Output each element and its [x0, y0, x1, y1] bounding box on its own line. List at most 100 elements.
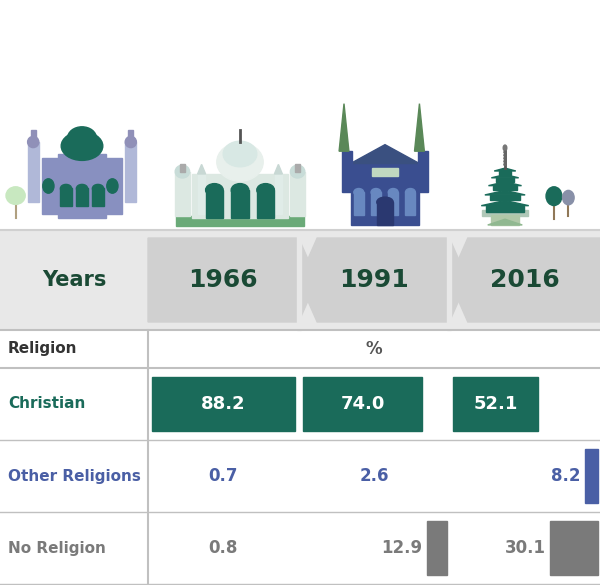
Bar [290, 171, 305, 216]
Text: 88.2: 88.2 [201, 395, 245, 413]
Ellipse shape [290, 165, 305, 178]
Bar [175, 171, 190, 216]
Bar [496, 178, 514, 182]
Bar [491, 215, 520, 225]
Bar [427, 521, 448, 575]
Ellipse shape [563, 190, 574, 205]
Text: 0.8: 0.8 [209, 539, 238, 557]
Ellipse shape [504, 160, 506, 163]
Bar [192, 174, 288, 218]
Text: 52.1: 52.1 [473, 395, 518, 413]
Bar [257, 190, 274, 218]
Polygon shape [274, 164, 283, 174]
Bar [0, 440, 600, 512]
Ellipse shape [217, 143, 263, 181]
Bar [0, 0, 600, 230]
Bar [128, 130, 133, 142]
Bar [275, 174, 281, 214]
Polygon shape [491, 174, 518, 178]
Bar [371, 192, 381, 215]
Bar [98, 158, 122, 214]
Bar [302, 377, 422, 431]
Ellipse shape [76, 184, 88, 192]
Bar [28, 142, 39, 202]
Text: 30.1: 30.1 [505, 539, 546, 557]
Bar [152, 377, 295, 431]
Bar [76, 188, 88, 206]
Text: %: % [365, 340, 382, 358]
Ellipse shape [61, 132, 103, 160]
Polygon shape [449, 238, 600, 322]
Text: Years: Years [42, 270, 106, 290]
Ellipse shape [504, 163, 506, 166]
Bar [0, 512, 600, 584]
Polygon shape [488, 182, 521, 185]
Bar [176, 216, 304, 226]
Ellipse shape [388, 188, 398, 196]
Bar [499, 171, 511, 174]
Bar [92, 188, 104, 206]
Polygon shape [299, 238, 468, 322]
Bar [372, 167, 398, 176]
Bar [354, 192, 364, 215]
Ellipse shape [504, 157, 506, 160]
Ellipse shape [107, 179, 118, 193]
Bar [486, 206, 524, 212]
Bar [482, 210, 528, 216]
Bar [206, 190, 223, 218]
Text: 2.6: 2.6 [359, 467, 389, 485]
Polygon shape [350, 144, 419, 163]
Ellipse shape [503, 145, 507, 151]
Text: 2016: 2016 [490, 268, 560, 292]
Polygon shape [485, 190, 525, 195]
Text: 74.0: 74.0 [340, 395, 385, 413]
Text: 1966: 1966 [188, 268, 258, 292]
Ellipse shape [406, 188, 415, 196]
Bar [61, 188, 71, 206]
Ellipse shape [546, 187, 562, 205]
Bar [42, 158, 66, 214]
Bar [0, 368, 600, 440]
Bar [388, 192, 398, 215]
Text: Christian: Christian [8, 397, 85, 411]
Ellipse shape [504, 151, 506, 153]
Ellipse shape [206, 184, 223, 197]
Bar [350, 163, 419, 225]
Polygon shape [481, 201, 529, 206]
Ellipse shape [6, 187, 25, 204]
Text: 12.9: 12.9 [382, 539, 423, 557]
Polygon shape [488, 219, 522, 225]
Bar [448, 230, 451, 330]
Bar [231, 190, 249, 218]
Ellipse shape [504, 154, 506, 156]
Bar [377, 202, 393, 225]
Bar [58, 154, 106, 218]
Bar [550, 521, 598, 575]
Bar [406, 192, 415, 215]
Bar [199, 174, 205, 214]
Text: 8.2: 8.2 [551, 467, 581, 485]
Text: Religion: Religion [8, 342, 77, 356]
Ellipse shape [125, 136, 136, 147]
Bar [454, 377, 538, 431]
Ellipse shape [92, 184, 104, 192]
Polygon shape [197, 164, 206, 174]
Bar [343, 151, 352, 192]
Ellipse shape [371, 188, 381, 196]
Ellipse shape [354, 188, 364, 196]
Ellipse shape [28, 136, 39, 147]
Polygon shape [415, 104, 424, 151]
Ellipse shape [257, 184, 274, 197]
Ellipse shape [223, 141, 257, 167]
Ellipse shape [377, 197, 393, 207]
Bar [418, 151, 428, 192]
Ellipse shape [231, 184, 249, 197]
Bar [0, 230, 600, 330]
Polygon shape [148, 238, 317, 322]
Bar [585, 449, 598, 503]
Text: 1991: 1991 [339, 268, 409, 292]
Ellipse shape [43, 179, 54, 193]
Bar [490, 195, 520, 201]
Bar [493, 185, 517, 190]
Ellipse shape [175, 165, 190, 178]
